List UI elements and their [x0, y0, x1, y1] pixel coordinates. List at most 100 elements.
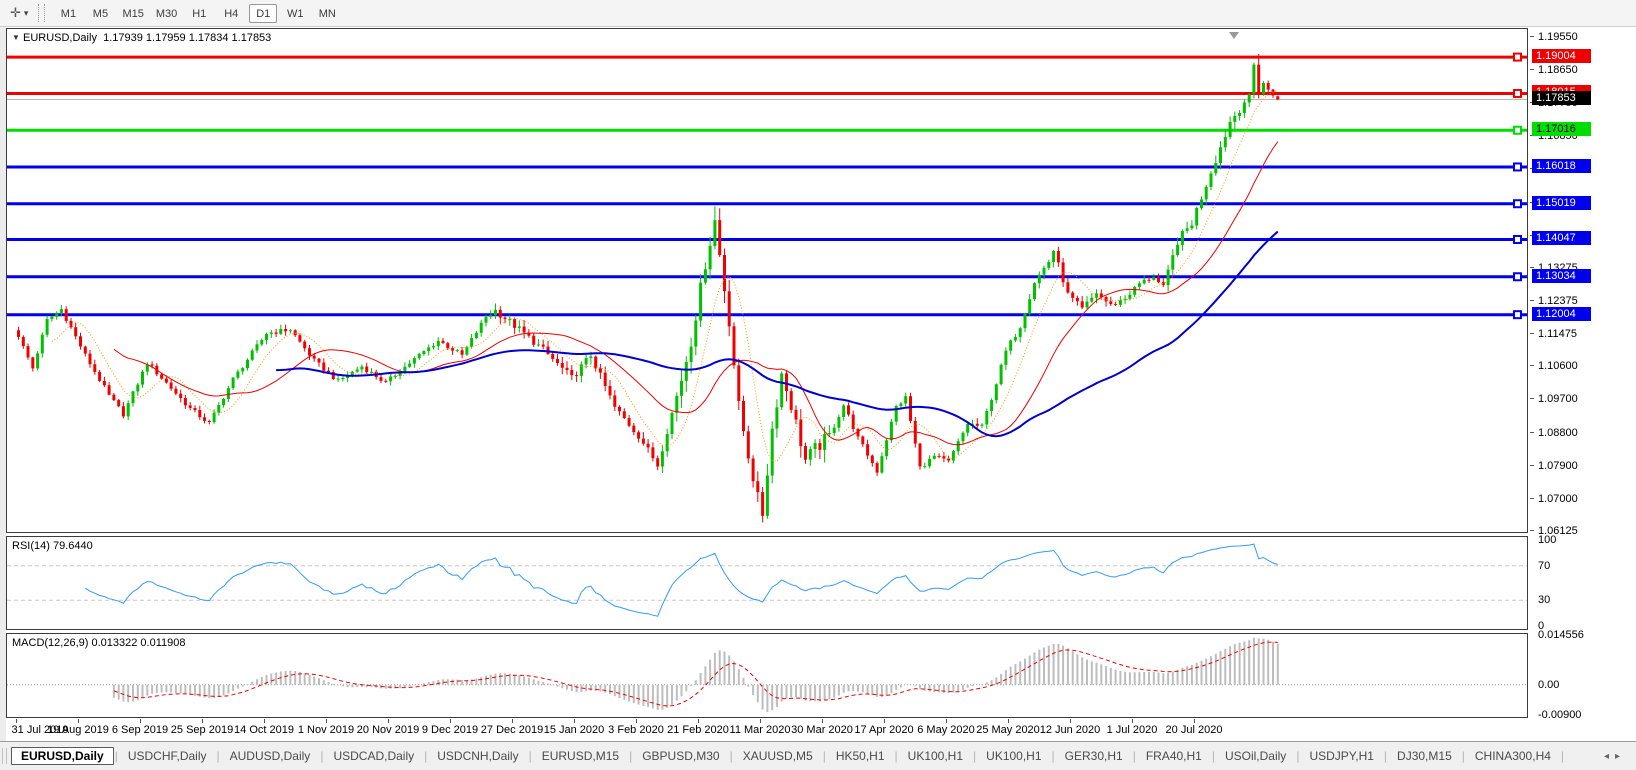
date-label: 9 Dec 2019 — [421, 724, 479, 736]
symbol-tab-XAUUSD[interactable]: XAUUSD,M5 — [742, 749, 813, 763]
main-chart-canvas[interactable] — [7, 29, 1527, 532]
timeframe-button-M1[interactable]: M1 — [60, 7, 77, 20]
tab-separator: | — [1560, 749, 1565, 763]
tab-separator: | — [1211, 749, 1215, 763]
symbol-tab-DJ30[interactable]: DJ30,M15 — [1397, 749, 1452, 763]
line-end-marker[interactable] — [1513, 88, 1522, 98]
x-tick-mark — [264, 719, 265, 723]
date-label: 11 Mar 2020 — [729, 724, 791, 736]
main-chart-pane[interactable]: ▼ EURUSD,Daily 1.17939 1.17959 1.17834 1… — [6, 28, 1528, 533]
symbol-tab-GBPUSD[interactable]: GBPUSD,M30 — [642, 749, 720, 763]
timeframe-button-M30[interactable]: M30 — [155, 7, 178, 20]
line-end-marker[interactable] — [1513, 199, 1522, 209]
timeframe-button-D1[interactable]: D1 — [249, 3, 278, 23]
moving-average-55 — [276, 230, 1279, 438]
tab-separator: | — [320, 749, 324, 763]
date-label: 6 May 2020 — [917, 724, 975, 736]
y-tick-label: 1.07000 — [1538, 493, 1578, 505]
y-tick-mark — [1530, 333, 1534, 334]
line-end-marker[interactable] — [1513, 52, 1522, 62]
symbol-tab-USDCAD[interactable]: USDCAD,Daily — [333, 749, 415, 763]
symbol-tab-CHINA300[interactable]: CHINA300,H4 — [1474, 749, 1551, 763]
y-tick-label: 1.08800 — [1538, 427, 1578, 439]
hline-price-label: 1.13034 — [1532, 269, 1591, 283]
symbol-tab-AUDUSD[interactable]: AUDUSD,Daily — [229, 749, 311, 763]
symbol-tab-EURUSD[interactable]: EURUSD,Daily — [11, 747, 114, 765]
symbol-tab-EURUSD[interactable]: EURUSD,M15 — [541, 749, 620, 763]
y-tick-mark — [1530, 69, 1534, 70]
timeframe-button-M15[interactable]: M15 — [122, 7, 144, 20]
crosshair-icon: ✛ — [10, 5, 21, 20]
collapse-icon: ▼ — [12, 33, 20, 42]
tab-separator: | — [1051, 749, 1055, 763]
y-tick-mark — [1530, 530, 1534, 531]
y-tick-label: 1.09700 — [1538, 393, 1578, 405]
timeframe-button-MN[interactable]: MN — [318, 7, 336, 20]
line-end-marker[interactable] — [1513, 162, 1522, 172]
hline-price-label: 1.15019 — [1532, 196, 1591, 210]
y-tick-mark — [1530, 398, 1534, 399]
date-label: 20 Nov 2019 — [356, 724, 420, 736]
line-end-marker[interactable] — [1513, 125, 1522, 135]
rsi-pane[interactable]: RSI(14) 79.6440 — [6, 536, 1528, 630]
date-label: 20 Jul 2020 — [1165, 724, 1223, 736]
timeframe-button-H4[interactable]: H4 — [224, 7, 239, 20]
timeframe-button-W1[interactable]: W1 — [287, 7, 304, 20]
chart-cursor-icon[interactable]: ✛ ▾ — [6, 4, 32, 22]
symbol-tab-GER30[interactable]: GER30,H1 — [1064, 749, 1123, 763]
x-tick-mark — [822, 719, 823, 723]
x-tick-mark — [1008, 719, 1009, 723]
symbol-tab-USDJPY[interactable]: USDJPY,H1 — [1309, 749, 1374, 763]
moving-average-21 — [113, 141, 1279, 446]
y-tick-label: 1.12375 — [1538, 295, 1578, 307]
macd-axis-label: -0.00900 — [1538, 709, 1582, 721]
x-tick-mark — [1070, 719, 1071, 723]
symbol-tab-UK100[interactable]: UK100,H1 — [986, 749, 1042, 763]
date-label: 31 Jul 2019 — [11, 724, 69, 736]
rsi-axis-label: 0 — [1538, 620, 1545, 632]
date-label: 1 Nov 2019 — [297, 724, 355, 736]
date-label: 19 Aug 2019 — [47, 724, 109, 736]
tab-separator: | — [629, 749, 633, 763]
rsi-line — [85, 543, 1278, 617]
chevron-down-icon: ▾ — [23, 7, 29, 18]
symbol-tab-FRA40[interactable]: FRA40,H1 — [1145, 749, 1202, 763]
toolbar: ✛ ▾ M1 M5 M15 M30 H1 H4 D1 W1 MN — [0, 0, 1636, 27]
date-label: 1 Jul 2020 — [1106, 724, 1158, 736]
hline-price-label: 1.16018 — [1532, 159, 1591, 173]
left-gutter — [0, 27, 6, 742]
tab-scroll-right-icon[interactable]: ▸ — [1614, 750, 1626, 762]
y-tick-label: 1.11475 — [1538, 328, 1577, 340]
date-label: 12 Jun 2020 — [1039, 724, 1101, 736]
y-tick-mark — [1530, 465, 1534, 466]
x-tick-mark — [1132, 719, 1133, 723]
macd-axis-label: 0.014556 — [1538, 629, 1584, 641]
symbol-tab-USDCNH[interactable]: USDCNH,Daily — [437, 749, 519, 763]
symbol-tab-UK100[interactable]: UK100,H1 — [907, 749, 964, 763]
y-tick-mark — [1530, 365, 1534, 366]
tab-scroll-left-icon[interactable]: ◂ — [1603, 750, 1615, 762]
line-end-marker[interactable] — [1513, 272, 1522, 282]
symbol-tab-HK50[interactable]: HK50,H1 — [835, 749, 885, 763]
date-label: 30 Mar 2020 — [791, 724, 853, 736]
date-label: 6 Sep 2019 — [111, 724, 169, 736]
timeframe-button-H1[interactable]: H1 — [192, 7, 207, 20]
date-label: 3 Feb 2020 — [608, 724, 664, 736]
macd-canvas[interactable] — [7, 634, 1527, 717]
line-end-marker[interactable] — [1513, 234, 1522, 244]
rsi-canvas[interactable] — [7, 537, 1527, 629]
line-end-marker[interactable] — [1513, 310, 1522, 320]
symbol-tab-USDCHF[interactable]: USDCHF,Daily — [127, 749, 207, 763]
chart-shift-marker-icon[interactable] — [1229, 32, 1239, 39]
hline-price-label: 1.12004 — [1532, 307, 1591, 321]
date-label: 27 Dec 2019 — [480, 724, 544, 736]
hline-price-label: 1.17016 — [1532, 122, 1591, 136]
macd-pane[interactable]: MACD(12,26,9) 0.013322 0.011908 — [6, 633, 1528, 718]
tab-bar-grip — [2, 748, 7, 764]
chart-symbol-label: EURUSD,Daily — [22, 32, 97, 44]
macd-signal-line — [113, 641, 1278, 707]
y-tick-label: 1.18650 — [1538, 64, 1578, 76]
x-tick-mark — [574, 719, 575, 723]
symbol-tab-USOil[interactable]: USOil,Daily — [1224, 749, 1287, 763]
timeframe-button-M5[interactable]: M5 — [92, 7, 109, 20]
